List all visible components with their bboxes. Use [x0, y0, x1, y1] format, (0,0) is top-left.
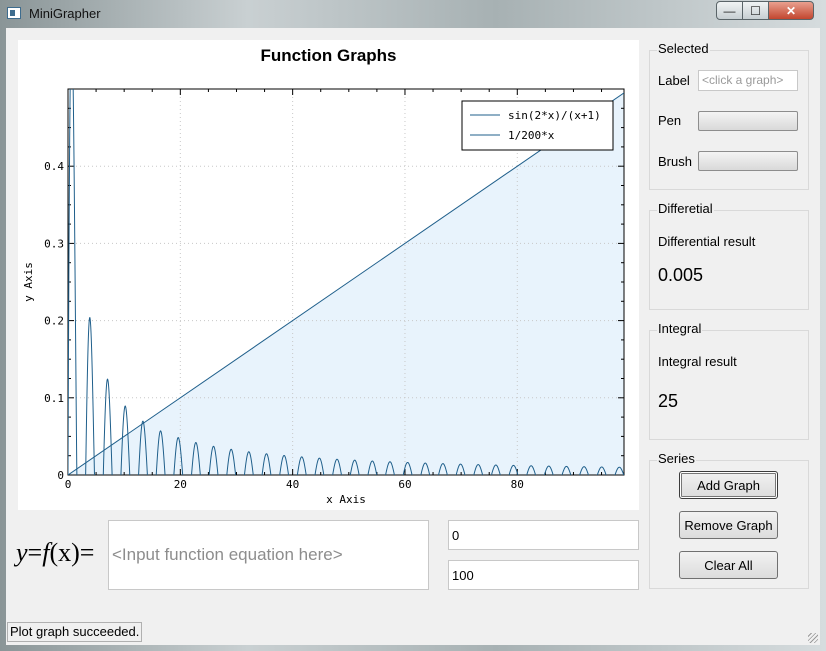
formula-y: y	[16, 538, 28, 567]
remove-graph-button[interactable]: Remove Graph	[679, 511, 778, 539]
add-graph-button[interactable]: Add Graph	[679, 471, 778, 499]
brush-button[interactable]	[698, 151, 798, 171]
differential-group-title: Differetial	[657, 201, 714, 216]
pen-button[interactable]	[698, 111, 798, 131]
legend-box	[461, 100, 614, 151]
app-icon	[7, 7, 21, 19]
label-label: Label	[658, 73, 690, 88]
series-1-line	[68, 89, 624, 475]
x-tick-label: 60	[398, 478, 411, 491]
integral-group-title: Integral	[657, 321, 703, 336]
series-group	[649, 460, 809, 589]
series-group-title: Series	[657, 451, 696, 466]
selected-group	[649, 50, 809, 190]
title-bar[interactable]: MiniGrapher — ☐ ✕	[0, 0, 826, 27]
y-tick-label: 0.2	[44, 315, 64, 328]
x-tick-label: 0	[65, 478, 72, 491]
y-tick-label: 0	[57, 469, 64, 482]
clear-all-button[interactable]: Clear All	[679, 551, 778, 579]
formula-x: (x)	[49, 538, 80, 567]
maximize-button[interactable]: ☐	[742, 1, 769, 20]
range-start-input[interactable]: 0	[448, 520, 639, 550]
series-2-line	[68, 92, 624, 475]
legend-label: 1/200*x	[508, 129, 555, 142]
label-field[interactable]: <click a graph>	[698, 70, 798, 91]
y-tick-label: 0.3	[44, 237, 64, 250]
formula-label: y=f(x)=	[16, 538, 94, 568]
integral-result-label: Integral result	[658, 354, 737, 369]
plot-title: Function Graphs	[260, 46, 397, 65]
resize-grip[interactable]	[808, 633, 818, 643]
formula-eq: =	[27, 538, 43, 567]
plot-widget[interactable]: 0 20 40 60 80 0 0.1 0.2 0.3 0.4 x Axis y Axis sin(2*…	[18, 40, 639, 510]
x-tick-label: 40	[286, 478, 299, 491]
differential-result-value: 0.005	[658, 265, 704, 285]
integral-result-value: 25	[658, 391, 679, 411]
differential-group	[649, 210, 809, 310]
equation-input[interactable]: <Input function equation here>	[108, 520, 429, 590]
selected-group-title: Selected	[657, 41, 710, 56]
minimize-button[interactable]: —	[716, 1, 743, 20]
status-bar: Plot graph succeeded.	[7, 622, 143, 642]
x-tick-label: 80	[511, 478, 524, 491]
integral-group	[649, 330, 809, 440]
y-tick-label: 0.1	[44, 392, 64, 405]
x-axis-label: x Axis	[326, 493, 366, 506]
formula-eq2: =	[79, 538, 95, 567]
plot-canvas[interactable]: 0 20 40 60 80 0 0.1 0.2 0.3 0.4 x Axis y Axis sin(2*…	[18, 40, 639, 510]
window-title: MiniGrapher	[29, 6, 101, 21]
legend-label: sin(2*x)/(x+1)	[508, 109, 601, 122]
y-axis-label: y Axis	[22, 262, 35, 302]
pen-label: Pen	[658, 113, 682, 128]
range-end-input[interactable]: 100	[448, 560, 639, 590]
close-button[interactable]: ✕	[768, 1, 814, 20]
x-tick-label: 20	[174, 478, 187, 491]
formula-f: f	[42, 538, 50, 567]
brush-label: Brush	[658, 154, 692, 169]
y-tick-label: 0.4	[44, 160, 64, 173]
differential-result-label: Differential result	[658, 234, 756, 249]
